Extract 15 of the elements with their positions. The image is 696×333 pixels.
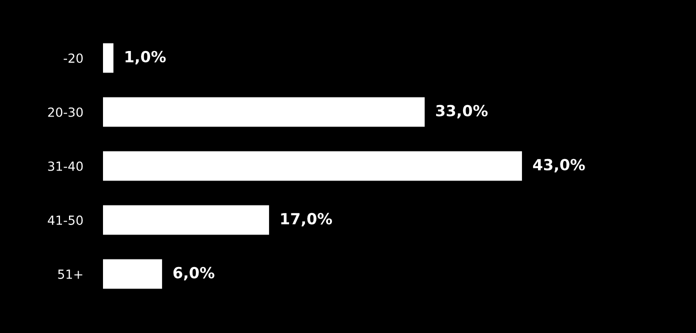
- y-tick-label: 41-50: [48, 215, 83, 225]
- bar: [103, 43, 114, 73]
- data-label: 17,0%: [281, 212, 332, 226]
- data-label: 6,0%: [173, 266, 214, 280]
- data-label: 1,0%: [126, 50, 166, 64]
- y-tick-label: 51+: [58, 270, 82, 279]
- y-tick-label: 20-30: [48, 107, 83, 117]
- bar: [103, 205, 270, 235]
- y-tick-label: 31-40: [48, 161, 83, 171]
- bar: [103, 259, 162, 289]
- bar: [103, 151, 522, 181]
- bar: [103, 97, 425, 127]
- data-label: 33,0%: [436, 104, 488, 118]
- y-tick-label: -20: [64, 53, 83, 63]
- data-label: 43,0%: [533, 158, 585, 172]
